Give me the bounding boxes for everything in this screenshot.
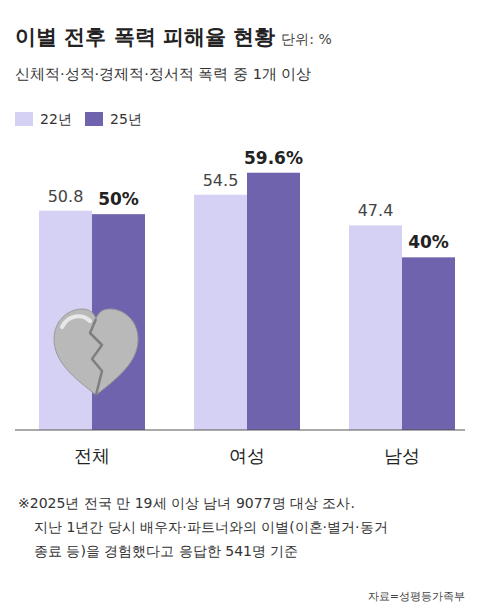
bars (39, 173, 455, 430)
chart: 이별 전후 폭력 피해율 현황 단위: % 신체적·성적·경제적·정서적 폭력 중 … (0, 0, 480, 610)
heart-highlight (62, 316, 90, 327)
data-label: 50.8 (48, 187, 84, 206)
note: 지난 1년간 당시 배우자·파트너와의 이별(이혼·별거·동거 (34, 519, 388, 535)
source: 자료=성평등가족부 (368, 590, 465, 603)
title: 이별 전후 폭력 피해율 현황 (15, 25, 275, 49)
legend-swatch (15, 112, 33, 126)
category-label: 전체 (74, 445, 110, 466)
legend-label: 25년 (110, 111, 142, 127)
data-label: 40% (408, 232, 449, 252)
heart-crack (90, 319, 102, 395)
data-label: 47.4 (358, 201, 394, 220)
data-labels: 50.8 50% 54.5 59.6% 47.4 40% (48, 148, 449, 253)
note: ※2025년 전국 만 19세 이상 남녀 9077명 대상 조사. (18, 495, 355, 511)
bar (194, 195, 247, 430)
background (0, 0, 480, 610)
bar (349, 225, 402, 430)
data-label: 50% (98, 189, 139, 209)
category-label: 여성 (229, 445, 265, 466)
baseline (15, 430, 465, 431)
subtitle: 신체적·성적·경제적·정서적 폭력 중 1개 이상 (15, 66, 312, 82)
data-label: 59.6% (244, 148, 303, 168)
data-label: 54.5 (203, 171, 239, 190)
heart-icon (54, 309, 138, 395)
legend-swatch (85, 112, 103, 126)
heart-shape (54, 309, 138, 395)
legend-label: 22년 (40, 111, 72, 127)
bar (247, 173, 300, 430)
note: 종료 등)을 경험했다고 응답한 541명 기준 (34, 543, 298, 559)
category-label: 남성 (384, 445, 420, 466)
bar (402, 257, 455, 430)
unit: 단위: % (281, 31, 331, 47)
